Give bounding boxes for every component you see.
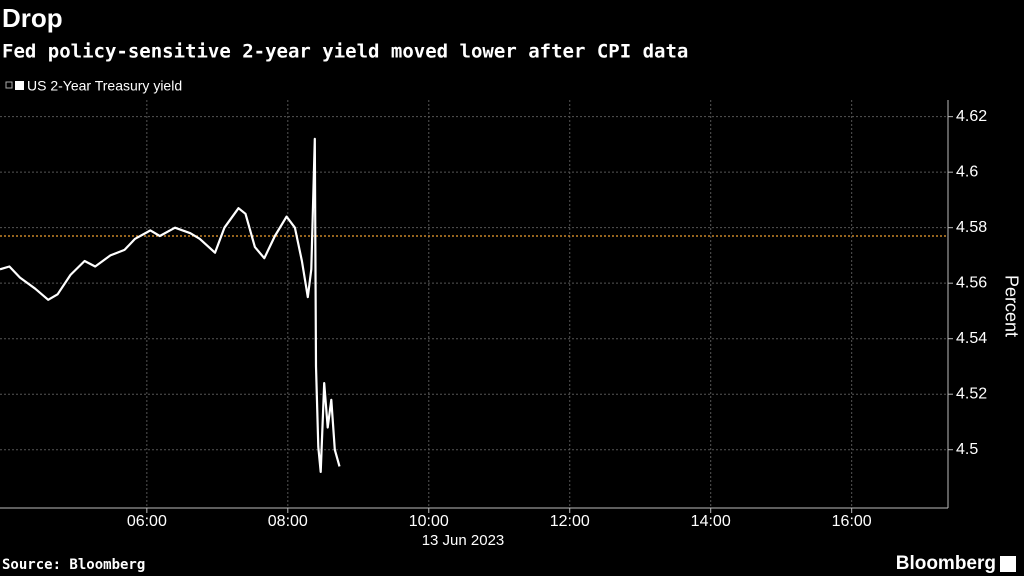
chart-title: Drop bbox=[2, 3, 63, 33]
y-tick-label: 4.56 bbox=[956, 274, 987, 291]
x-tick-label: 06:00 bbox=[127, 513, 167, 530]
legend-icon bbox=[5, 81, 13, 89]
y-tick-label: 4.52 bbox=[956, 385, 987, 402]
y-tick-label: 4.6 bbox=[956, 163, 978, 180]
x-tick-label: 16:00 bbox=[832, 513, 872, 530]
y-tick-label: 4.54 bbox=[956, 330, 987, 347]
x-tick-label: 12:00 bbox=[550, 513, 590, 530]
y-tick-label: 4.5 bbox=[956, 441, 978, 458]
brand: Bloomberg bbox=[896, 553, 996, 574]
series-line bbox=[0, 137, 341, 473]
source: Source: Bloomberg bbox=[2, 557, 145, 573]
x-tick-label: 14:00 bbox=[691, 513, 731, 530]
y-tick-label: 4.58 bbox=[956, 219, 987, 236]
y-tick-label: 4.62 bbox=[956, 108, 987, 125]
x-tick-label: 10:00 bbox=[409, 513, 449, 530]
legend-swatch bbox=[15, 81, 24, 90]
x-tick-label: 08:00 bbox=[268, 513, 308, 530]
legend-label: US 2-Year Treasury yield bbox=[27, 78, 182, 94]
brand-icon bbox=[1000, 556, 1016, 572]
y-axis-label: Percent bbox=[1001, 275, 1021, 337]
chart-subtitle: Fed policy-sensitive 2-year yield moved … bbox=[2, 41, 688, 63]
x-axis-label: 13 Jun 2023 bbox=[422, 532, 505, 549]
